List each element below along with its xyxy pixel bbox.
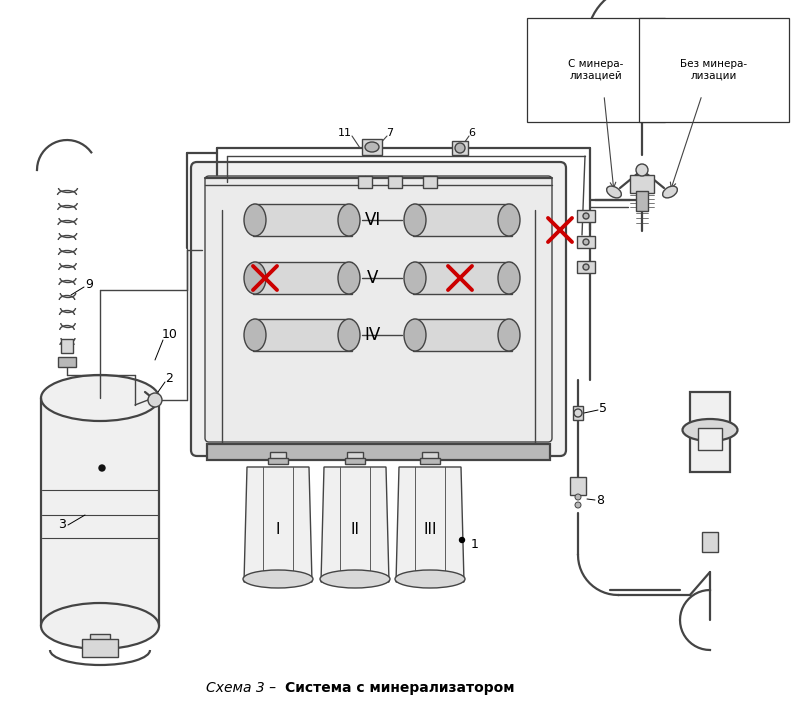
Bar [423, 176, 437, 188]
Text: 8: 8 [596, 493, 604, 506]
Bar [90, 634, 110, 648]
Ellipse shape [682, 419, 738, 441]
Circle shape [455, 143, 465, 153]
Ellipse shape [244, 204, 266, 236]
Circle shape [583, 213, 589, 219]
Circle shape [459, 537, 465, 542]
Circle shape [574, 409, 582, 417]
Bar [58, 357, 76, 367]
Bar [207, 444, 550, 460]
Bar [268, 458, 288, 464]
Bar [82, 639, 118, 657]
Bar [577, 210, 595, 222]
Text: 6: 6 [469, 128, 475, 138]
Ellipse shape [338, 204, 360, 236]
Bar [253, 262, 352, 294]
Ellipse shape [404, 319, 426, 351]
Bar [362, 139, 382, 155]
Bar [577, 261, 595, 273]
Text: I: I [276, 523, 280, 537]
Text: II: II [350, 523, 359, 537]
Circle shape [583, 264, 589, 270]
Bar [347, 452, 363, 462]
Bar [413, 204, 512, 236]
Ellipse shape [498, 262, 520, 294]
Bar [270, 452, 286, 462]
FancyBboxPatch shape [191, 162, 566, 456]
Bar [413, 262, 512, 294]
Circle shape [99, 465, 105, 471]
Text: 7: 7 [386, 128, 394, 138]
Polygon shape [244, 467, 312, 582]
Text: 9: 9 [85, 278, 93, 292]
Bar [253, 319, 352, 351]
Text: 5: 5 [599, 401, 607, 414]
Bar [388, 176, 402, 188]
Ellipse shape [244, 262, 266, 294]
Polygon shape [321, 467, 389, 582]
Ellipse shape [244, 319, 266, 351]
Bar [577, 236, 595, 248]
Text: VI: VI [365, 211, 381, 229]
Bar [358, 176, 372, 188]
Text: 10: 10 [162, 329, 178, 341]
Text: С минера-
лизацией: С минера- лизацией [568, 59, 624, 81]
Circle shape [148, 393, 162, 407]
Ellipse shape [662, 186, 678, 198]
Bar [413, 319, 512, 351]
Ellipse shape [365, 142, 379, 152]
Ellipse shape [498, 204, 520, 236]
Bar [630, 175, 654, 193]
Text: IV: IV [365, 326, 381, 344]
FancyBboxPatch shape [205, 176, 552, 442]
Bar [690, 392, 730, 472]
Bar [41, 398, 159, 626]
Bar [636, 191, 648, 211]
Text: V: V [367, 269, 378, 287]
Ellipse shape [404, 262, 426, 294]
Ellipse shape [395, 570, 465, 588]
Text: III: III [423, 523, 437, 537]
Ellipse shape [338, 319, 360, 351]
Ellipse shape [404, 204, 426, 236]
Text: Без минера-
лизации: Без минера- лизации [681, 59, 747, 81]
Text: 11: 11 [338, 128, 352, 138]
Ellipse shape [498, 319, 520, 351]
Text: 3: 3 [58, 518, 66, 532]
Circle shape [575, 502, 581, 508]
Ellipse shape [338, 262, 360, 294]
Bar [61, 339, 73, 353]
Text: Система с минерализатором: Система с минерализатором [285, 681, 514, 695]
Circle shape [575, 494, 581, 500]
Ellipse shape [41, 375, 159, 421]
Text: Схема 3 –: Схема 3 – [206, 681, 280, 695]
Ellipse shape [243, 570, 313, 588]
Bar [698, 428, 722, 450]
Bar [570, 477, 586, 495]
Circle shape [636, 164, 648, 176]
Bar [345, 458, 365, 464]
Bar [573, 406, 583, 420]
Bar [702, 532, 718, 552]
Ellipse shape [606, 186, 622, 198]
Bar [253, 204, 352, 236]
Bar [420, 458, 440, 464]
Bar [422, 452, 438, 462]
Text: 2: 2 [165, 372, 173, 384]
Bar [452, 141, 468, 155]
Text: 1: 1 [471, 539, 479, 552]
Polygon shape [396, 467, 464, 582]
Ellipse shape [41, 603, 159, 649]
Text: 4: 4 [680, 26, 688, 40]
Ellipse shape [320, 570, 390, 588]
Circle shape [583, 239, 589, 245]
